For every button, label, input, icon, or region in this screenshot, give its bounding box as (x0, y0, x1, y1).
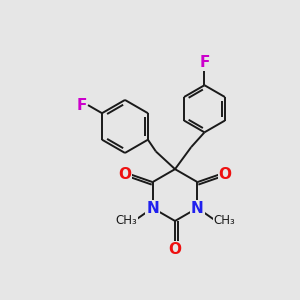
Text: N: N (191, 200, 204, 215)
Text: CH₃: CH₃ (213, 214, 235, 227)
Text: F: F (199, 55, 210, 70)
Text: O: O (118, 167, 131, 182)
Text: CH₃: CH₃ (115, 214, 137, 227)
Text: O: O (169, 242, 182, 257)
Text: F: F (76, 98, 87, 112)
Text: O: O (219, 167, 232, 182)
Text: N: N (146, 200, 159, 215)
